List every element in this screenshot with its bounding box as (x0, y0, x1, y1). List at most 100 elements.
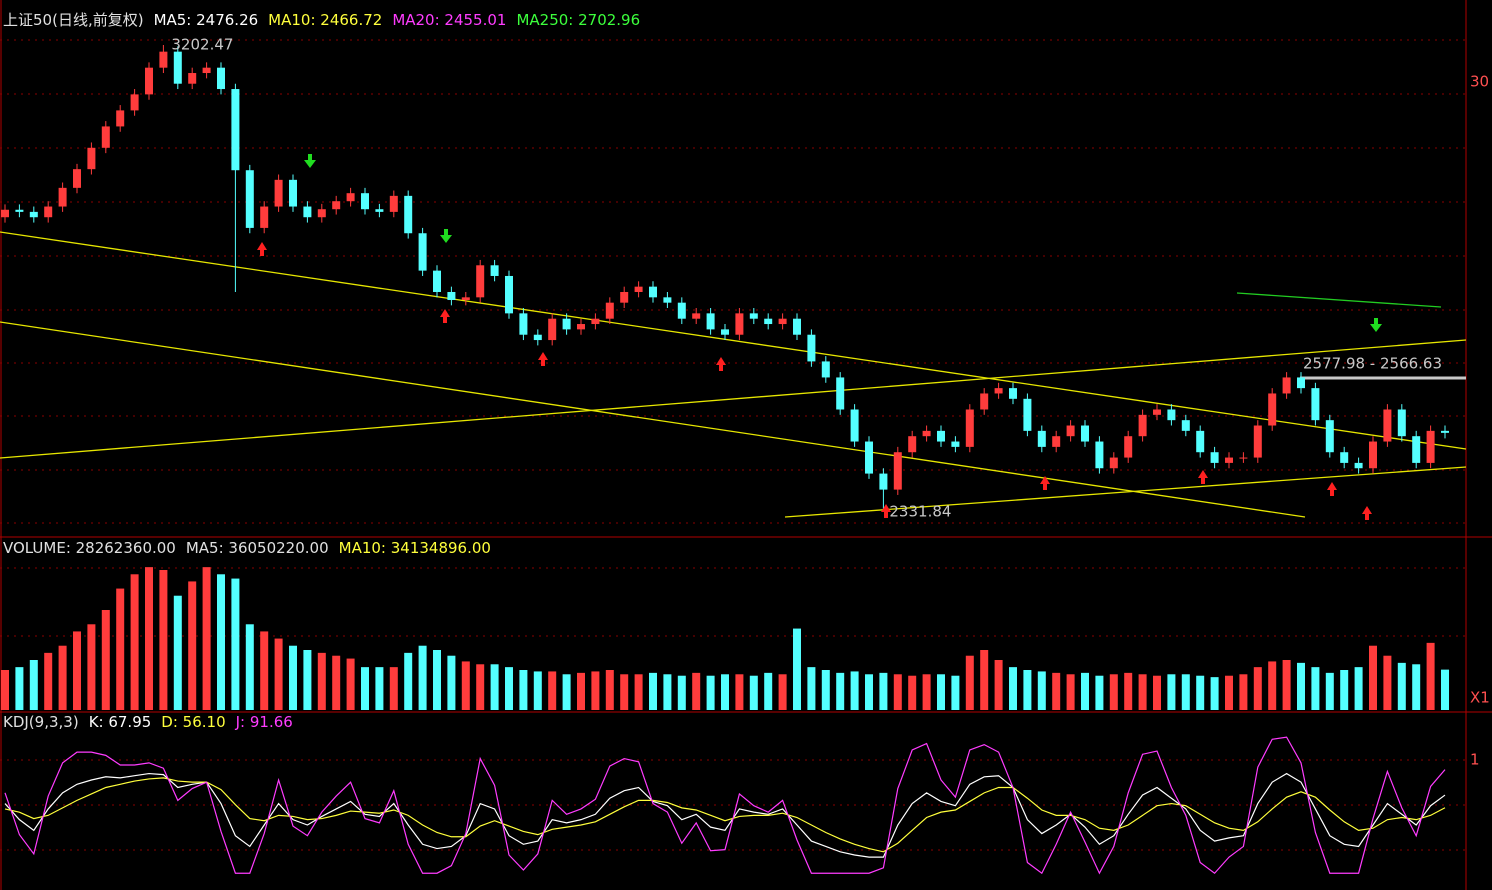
annotation: 2577.98 - 2566.63 (1303, 355, 1442, 373)
volume-bar (533, 671, 542, 710)
candle-body (807, 334, 816, 362)
volume-bar (116, 588, 125, 710)
candle-body (1325, 420, 1334, 453)
legend-entry: J: 91.66 (235, 713, 293, 731)
candle-body (274, 179, 283, 207)
legend: VOLUME: 28262360.00 MA5: 36050220.00 MA10:… (3, 539, 491, 557)
volume-bar (937, 674, 945, 710)
candle-body (1268, 393, 1277, 426)
candle-body (346, 193, 355, 202)
volume-bar (879, 672, 888, 710)
trendline (0, 339, 1467, 459)
candle-body (893, 452, 902, 490)
candle-body (620, 291, 629, 303)
volume-bar (418, 645, 427, 710)
volume-bar (605, 670, 614, 710)
candle-body (202, 67, 211, 74)
volume-bar (663, 674, 672, 710)
volume-bar (1, 670, 9, 710)
volume-bar (1340, 670, 1349, 710)
candle-body (389, 195, 398, 212)
candle-body (1210, 452, 1219, 463)
candle-body (980, 393, 989, 410)
candle-body (721, 329, 729, 335)
candle-body (58, 187, 67, 207)
candle-body (245, 170, 254, 228)
candle-body (965, 409, 974, 447)
volume-bar (692, 672, 701, 710)
volume-bar (1095, 675, 1104, 710)
candle-body (361, 193, 369, 210)
volume-bar (361, 667, 369, 710)
legend-entry: K: 67.95 (89, 713, 152, 731)
legend-entry: MA250: 2702.96 (516, 11, 640, 29)
candle-body (1253, 425, 1262, 458)
candle-body (188, 73, 197, 84)
volume-bar (490, 664, 499, 710)
candle-body (850, 409, 859, 442)
volume-bar (130, 574, 139, 710)
volume-bar (908, 675, 917, 710)
volume-bar (145, 567, 153, 710)
volume-bar (620, 674, 629, 710)
volume-bar (591, 671, 600, 710)
candle-body (749, 313, 758, 319)
candle-body (879, 473, 888, 490)
volume-bar (375, 667, 384, 710)
panes: 3202.47 2331.84 2577.98 - 2566.63 上证50(日线,前… (1, 11, 1490, 875)
volume-bar (1239, 674, 1248, 710)
candle-body (692, 313, 701, 319)
candle-body (101, 126, 110, 148)
volume-bar (778, 674, 787, 710)
volume-bar (1253, 667, 1262, 710)
candle-body (1282, 377, 1291, 394)
signal-arrows (257, 154, 1382, 520)
candle-body (505, 275, 513, 314)
volume-bar (922, 674, 931, 710)
volume-bar (807, 667, 816, 710)
axis-label: X1 (1470, 689, 1490, 707)
candle-body (116, 110, 125, 127)
candle-body (1095, 441, 1104, 469)
volume-bar (1311, 667, 1320, 710)
volume-bar (519, 670, 528, 710)
volume-bar (951, 675, 960, 710)
candle-body (461, 297, 470, 301)
volume-bar (821, 670, 830, 710)
buy-arrow (538, 352, 548, 366)
candle-body (1354, 462, 1363, 469)
volume-bar (245, 624, 254, 710)
candle-body (677, 302, 686, 319)
volume-bar (865, 674, 873, 710)
volume-bar (721, 674, 729, 710)
trendline (784, 466, 1467, 518)
volume-bar (1009, 667, 1017, 710)
trendline (0, 321, 1306, 518)
legend: 上证50(日线,前复权) MA5: 2476.26 MA10: 2466.72 MA2… (3, 11, 640, 29)
volume-bar (548, 671, 557, 710)
candle-body (1426, 430, 1435, 463)
candle-body (476, 265, 485, 298)
candle-body (332, 201, 341, 210)
candle-body (44, 206, 53, 218)
volume-bar (202, 567, 211, 710)
indicator-line (4, 772, 1446, 858)
volume-bar (1153, 675, 1161, 710)
candle-body (15, 209, 24, 212)
volume-bar (1109, 674, 1118, 710)
candle-body (1023, 398, 1032, 431)
volume-bar (994, 660, 1003, 710)
volume-bar (389, 667, 398, 710)
volume-bar (1124, 672, 1133, 710)
volume-bar (1066, 674, 1075, 710)
candle-body (1052, 436, 1061, 447)
volume-bar (836, 672, 845, 710)
volume-bar (749, 675, 758, 710)
candle-body (1397, 409, 1406, 437)
candle-body (1412, 436, 1421, 463)
volume-bar (188, 581, 197, 710)
candle-body (994, 388, 1003, 394)
